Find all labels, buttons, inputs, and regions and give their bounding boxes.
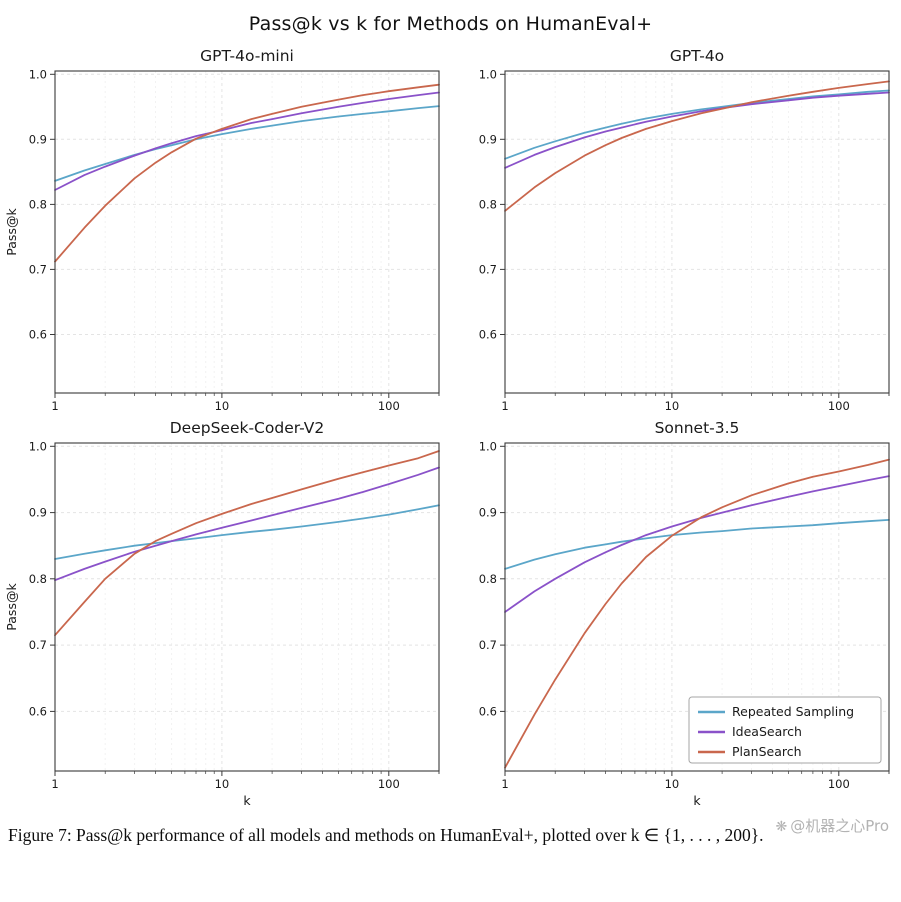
svg-text:k: k <box>693 793 701 808</box>
svg-text:100: 100 <box>377 777 399 791</box>
svg-text:1.0: 1.0 <box>478 67 496 81</box>
svg-text:1.0: 1.0 <box>478 439 496 453</box>
svg-text:Sonnet-3.5: Sonnet-3.5 <box>654 419 739 437</box>
svg-text:IdeaSearch: IdeaSearch <box>732 724 802 739</box>
svg-text:1.0: 1.0 <box>28 67 46 81</box>
subplot-sonnet-3-5: 0.6 0.7 0.8 0.9 1.0 1 10 100 Sonnet-3.5 k Repeated… <box>453 417 899 813</box>
svg-text:PlanSearch: PlanSearch <box>732 744 802 759</box>
svg-text:k: k <box>243 793 251 808</box>
svg-text:0.7: 0.7 <box>28 638 46 652</box>
svg-text:0.7: 0.7 <box>28 262 46 276</box>
svg-text:0.6: 0.6 <box>478 704 496 718</box>
svg-text:1: 1 <box>501 399 508 413</box>
svg-text:10: 10 <box>214 399 229 413</box>
svg-text:DeepSeek-Coder-V2: DeepSeek-Coder-V2 <box>169 419 324 437</box>
svg-text:0.8: 0.8 <box>478 572 496 586</box>
svg-text:1: 1 <box>51 399 58 413</box>
subplot-gpt-4o: 0.6 0.7 0.8 0.9 1.0 1 10 100 GPT-4o <box>453 45 899 417</box>
svg-text:1: 1 <box>501 777 508 791</box>
svg-text:0.7: 0.7 <box>478 262 496 276</box>
svg-text:GPT-4o-mini: GPT-4o-mini <box>200 47 294 65</box>
svg-text:100: 100 <box>827 399 849 413</box>
svg-text:100: 100 <box>827 777 849 791</box>
svg-text:Pass@k: Pass@k <box>4 583 19 631</box>
svg-text:0.8: 0.8 <box>28 572 46 586</box>
svg-text:10: 10 <box>664 777 679 791</box>
svg-text:0.7: 0.7 <box>478 638 496 652</box>
svg-text:1: 1 <box>51 777 58 791</box>
svg-text:0.8: 0.8 <box>28 197 46 211</box>
subplot-canvas-deepseek-coder-v2: 0.6 0.7 0.8 0.9 1.0 1 10 100 DeepSeek-Coder-V2 Pa… <box>4 419 440 808</box>
figure-caption: Figure 7: Pass@k performance of all mode… <box>8 825 764 845</box>
svg-text:0.9: 0.9 <box>28 132 46 146</box>
svg-text:Pass@k: Pass@k <box>4 208 19 256</box>
svg-text:GPT-4o: GPT-4o <box>669 47 723 65</box>
svg-text:0.8: 0.8 <box>478 197 496 211</box>
subplot-grid: 0.6 0.7 0.8 0.9 1.0 1 10 100 GPT-4o-mini Pass@k 0… <box>2 45 899 813</box>
figure-page: Pass@k vs k for Methods on HumanEval+ 0.… <box>2 13 899 846</box>
caption-row: Figure 7: Pass@k performance of all mode… <box>2 815 899 846</box>
machine-heart-logo-icon: ❋ <box>775 819 788 835</box>
subplot-canvas-gpt-4o: 0.6 0.7 0.8 0.9 1.0 1 10 100 GPT-4o <box>478 47 890 413</box>
svg-text:0.9: 0.9 <box>478 506 496 520</box>
svg-text:Repeated Sampling: Repeated Sampling <box>732 704 854 719</box>
subplot-canvas-sonnet-3-5: 0.6 0.7 0.8 0.9 1.0 1 10 100 Sonnet-3.5 k Repeated… <box>478 419 890 808</box>
svg-text:0.9: 0.9 <box>478 132 496 146</box>
svg-text:100: 100 <box>377 399 399 413</box>
svg-text:10: 10 <box>664 399 679 413</box>
svg-text:1.0: 1.0 <box>28 439 46 453</box>
figure-title: Pass@k vs k for Methods on HumanEval+ <box>248 13 653 35</box>
svg-text:0.6: 0.6 <box>28 328 46 342</box>
subplot-gpt-4o-mini: 0.6 0.7 0.8 0.9 1.0 1 10 100 GPT-4o-mini Pass@k <box>3 45 449 417</box>
svg-text:10: 10 <box>214 777 229 791</box>
svg-text:0.6: 0.6 <box>28 704 46 718</box>
svg-text:0.6: 0.6 <box>478 328 496 342</box>
svg-text:0.9: 0.9 <box>28 506 46 520</box>
subplot-canvas-gpt-4o-mini: 0.6 0.7 0.8 0.9 1.0 1 10 100 GPT-4o-mini Pass@k <box>4 47 440 413</box>
watermark-text: @机器之心Pro <box>790 817 889 835</box>
subplot-deepseek-coder-v2: 0.6 0.7 0.8 0.9 1.0 1 10 100 DeepSeek-Coder-V2 Pa… <box>3 417 449 813</box>
watermark: ❋ @机器之心Pro <box>773 815 891 836</box>
